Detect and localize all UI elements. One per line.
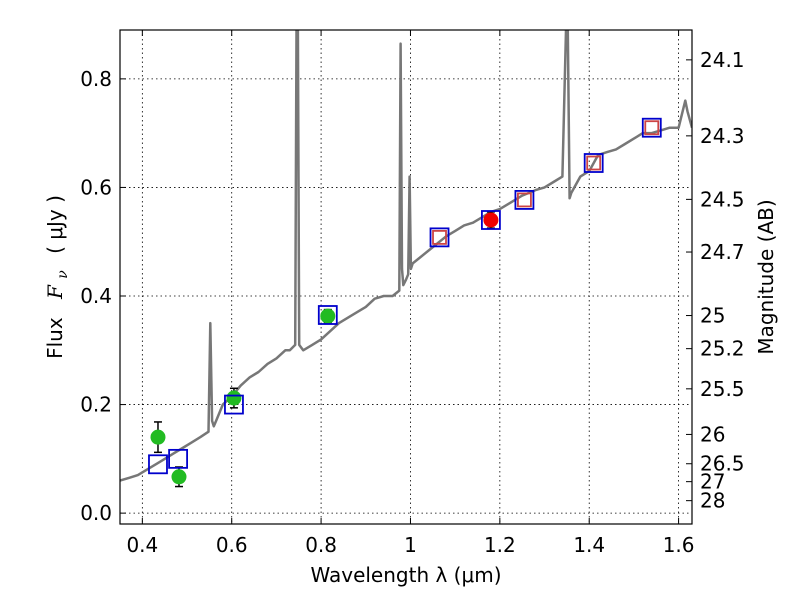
model-square xyxy=(317,305,338,325)
model-square-inner xyxy=(432,229,447,245)
y-tick-label: 0.2 xyxy=(80,393,112,417)
model-square-inner xyxy=(517,192,532,208)
y-tick-label: 0.0 xyxy=(80,501,112,525)
x-axis-label: Wavelength λ (μm) xyxy=(310,563,501,587)
right-tick-label: 24.7 xyxy=(700,240,745,264)
right-tick-label: 25.2 xyxy=(700,337,745,361)
y-axis-label-subscript: ν xyxy=(55,270,71,279)
data-point xyxy=(171,469,187,485)
right-tick-label: 25 xyxy=(700,304,725,328)
y-tick-label: 0.4 xyxy=(80,284,112,308)
right-tick-label: 26 xyxy=(700,422,725,446)
y-axis-label-main: Flux xyxy=(43,317,67,359)
x-tick-label: 1.6 xyxy=(663,533,695,557)
model-square xyxy=(148,454,168,475)
model-square xyxy=(224,394,244,415)
model-square xyxy=(429,227,450,248)
y-axis-label: Flux F ν ( μJy ) xyxy=(43,195,72,359)
model-square xyxy=(641,117,662,138)
plot-frame xyxy=(119,29,693,525)
right-axis-label: Magnitude (AB) xyxy=(754,199,778,354)
model-square-inner xyxy=(644,120,660,136)
x-tick-label: 1.4 xyxy=(573,533,605,557)
data-point xyxy=(226,390,242,406)
model-square xyxy=(514,190,535,210)
grid xyxy=(120,30,692,524)
model-square-inner xyxy=(586,155,602,171)
right-tick-label: 25.5 xyxy=(700,377,745,401)
y-axis-label-units: ( μJy ) xyxy=(43,195,67,254)
x-tick-label: 0.8 xyxy=(305,533,337,557)
data-point xyxy=(150,429,166,445)
x-tick-label: 0.4 xyxy=(126,533,158,557)
model-square xyxy=(583,153,604,173)
right-tick-label: 27 xyxy=(700,470,725,494)
data-point xyxy=(483,212,499,228)
ticks: 0.4 0.6 0.8 1 1.2 1.4 1.6 0.0 0.2 0.4 0.6 0.8 24.1 24… xyxy=(80,30,745,557)
x-tick-label: 0.6 xyxy=(216,533,248,557)
spectrum-line xyxy=(120,30,692,482)
y-tick-label: 0.6 xyxy=(80,175,112,199)
svg-text:Flux F ν ( μ: Flux F ν ( μJy ) xyxy=(43,195,72,359)
model-square xyxy=(481,210,501,230)
y-tick-label: 0.8 xyxy=(80,67,112,91)
x-tick-label: 1.2 xyxy=(484,533,516,557)
right-tick-label: 24.3 xyxy=(700,124,745,148)
right-tick-label: 24.1 xyxy=(700,48,745,72)
data-layer xyxy=(120,30,692,488)
right-tick-label: 28 xyxy=(700,489,725,513)
y-axis-label-symbol: F xyxy=(43,284,67,300)
data-point xyxy=(320,308,336,324)
right-tick-label: 24.5 xyxy=(700,187,745,211)
x-tick-label: 1 xyxy=(404,533,417,557)
right-tick-label: 26.5 xyxy=(700,452,745,476)
model-square xyxy=(168,448,188,469)
